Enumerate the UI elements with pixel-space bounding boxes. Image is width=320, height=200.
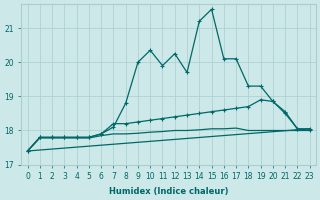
- X-axis label: Humidex (Indice chaleur): Humidex (Indice chaleur): [109, 187, 228, 196]
